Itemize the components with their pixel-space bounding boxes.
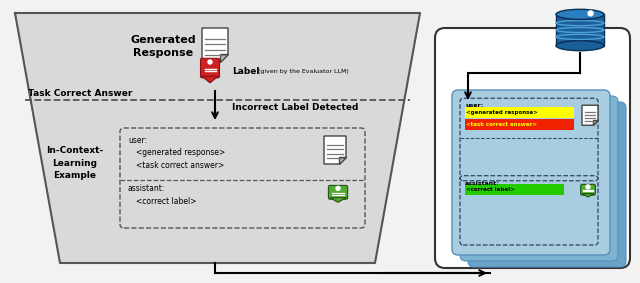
FancyBboxPatch shape — [465, 119, 573, 130]
Text: Task Correct Answer: Task Correct Answer — [28, 89, 132, 98]
FancyBboxPatch shape — [328, 185, 348, 199]
Text: <correct label>: <correct label> — [136, 197, 196, 206]
FancyBboxPatch shape — [200, 58, 220, 78]
Polygon shape — [202, 76, 218, 83]
Polygon shape — [15, 13, 420, 263]
Polygon shape — [582, 105, 598, 125]
Bar — [556, 14, 604, 46]
Polygon shape — [593, 121, 598, 125]
Polygon shape — [220, 54, 228, 62]
Text: (given by the Evaluator LLM): (given by the Evaluator LLM) — [258, 70, 349, 74]
FancyBboxPatch shape — [465, 107, 573, 118]
Text: Label: Label — [232, 68, 259, 76]
Text: assistant:: assistant: — [465, 181, 500, 186]
Polygon shape — [324, 136, 346, 164]
Polygon shape — [202, 28, 228, 62]
FancyBboxPatch shape — [452, 90, 610, 255]
Polygon shape — [339, 157, 346, 164]
Text: In-Context-
Learning
Example: In-Context- Learning Example — [46, 146, 104, 180]
Text: <generated response>: <generated response> — [136, 148, 225, 157]
Circle shape — [336, 186, 340, 190]
Text: Incorrect Label Detected: Incorrect Label Detected — [232, 104, 358, 113]
Circle shape — [586, 185, 590, 189]
Text: Generated
Response: Generated Response — [130, 35, 196, 58]
Ellipse shape — [556, 9, 604, 20]
Text: <generated response>: <generated response> — [466, 110, 538, 115]
FancyBboxPatch shape — [580, 184, 595, 195]
FancyBboxPatch shape — [435, 28, 630, 268]
FancyBboxPatch shape — [465, 184, 563, 195]
FancyBboxPatch shape — [460, 96, 618, 261]
Ellipse shape — [556, 40, 604, 51]
Text: <correct label>: <correct label> — [466, 187, 515, 192]
Circle shape — [588, 11, 593, 16]
Circle shape — [208, 60, 212, 64]
FancyBboxPatch shape — [468, 102, 626, 267]
Text: assistant:: assistant: — [128, 184, 165, 193]
Text: user:: user: — [128, 136, 147, 145]
Polygon shape — [330, 198, 346, 202]
Text: <task correct answer>: <task correct answer> — [136, 161, 224, 170]
Text: user:: user: — [465, 103, 483, 108]
Polygon shape — [582, 194, 594, 197]
Text: <task correct answer>: <task correct answer> — [466, 122, 537, 127]
